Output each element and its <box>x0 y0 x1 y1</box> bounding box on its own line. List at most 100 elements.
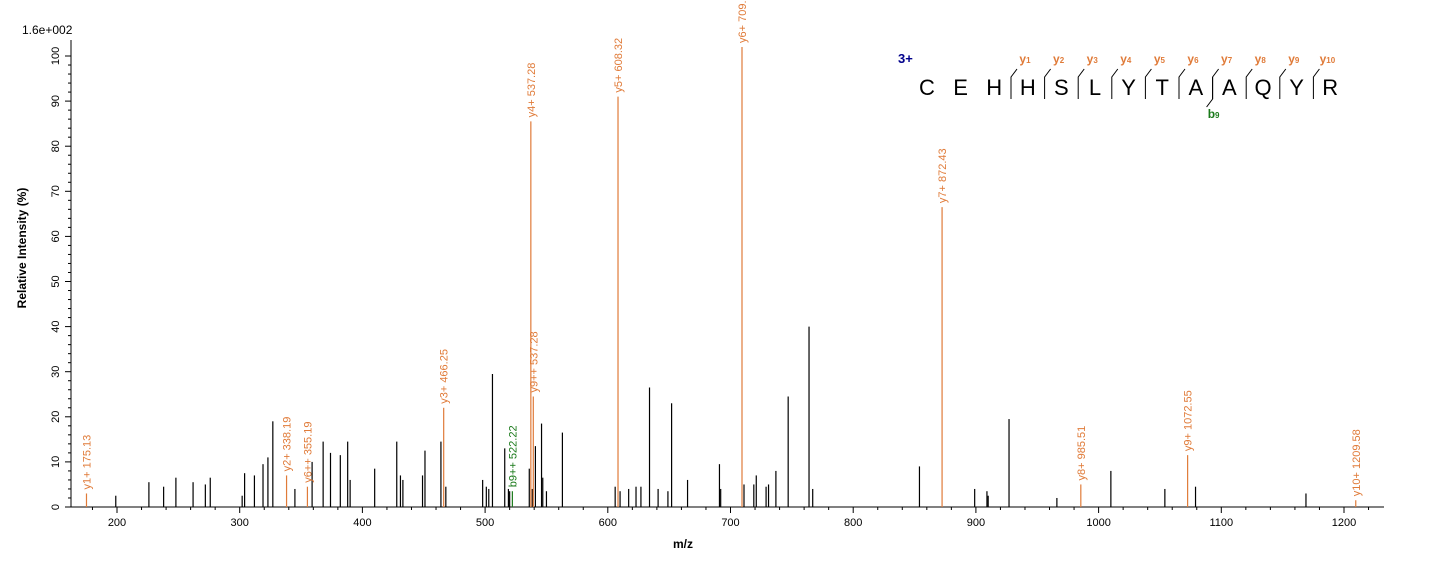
peak-label: y2+ 338.19 <box>282 417 294 472</box>
residue: T <box>1155 75 1168 100</box>
residue: R <box>1322 75 1338 100</box>
y-tick-label: 100 <box>50 47 62 65</box>
charge-state-label: 3+ <box>898 51 913 66</box>
residue: H <box>986 75 1002 100</box>
x-tick-label: 1100 <box>1209 517 1233 529</box>
y-fragment-letter: y <box>1221 52 1228 66</box>
y-axis-label: Relative Intensity (%) <box>15 188 29 309</box>
y-tick-label: 0 <box>50 504 62 510</box>
max-intensity-label: 1.6e+002 <box>22 23 73 37</box>
y-fragment-letter: y <box>1053 52 1060 66</box>
y-tick-label: 50 <box>50 275 62 287</box>
peak-label: y6+ 709.37 <box>737 0 749 43</box>
y-fragment-mark <box>1111 68 1119 99</box>
y-fragment-index: 8 <box>1261 56 1266 65</box>
y-fragment-letter: y <box>1019 52 1026 66</box>
y-fragment-index: 10 <box>1326 56 1335 65</box>
y-tick-label: 90 <box>50 95 62 107</box>
residue: S <box>1054 75 1069 100</box>
peak-label: y9+ 1072.55 <box>1183 390 1195 451</box>
b-fragment-letter: b <box>1208 107 1215 121</box>
peaks <box>85 46 1357 507</box>
residue: A <box>1188 75 1203 100</box>
y-fragment-mark <box>1212 68 1219 99</box>
y-fragment-letter: y <box>1288 52 1295 66</box>
y-fragment-index: 5 <box>1161 56 1166 65</box>
x-tick-label: 300 <box>231 517 249 529</box>
residue: Q <box>1254 75 1271 100</box>
y-fragment-mark <box>1010 68 1018 99</box>
peak-label: y10+ 1209.58 <box>1351 429 1363 496</box>
y-fragment-mark <box>1245 68 1253 99</box>
y-fragment-letter: y <box>1255 52 1262 66</box>
residue: Y <box>1121 75 1136 100</box>
y-fragment-mark <box>1279 68 1287 99</box>
x-tick-label: 1000 <box>1086 517 1110 529</box>
peak-label: y9++ 537.28 <box>528 331 540 392</box>
y-fragment-mark <box>1144 68 1152 99</box>
y-tick-label: 60 <box>50 230 62 242</box>
y-fragment-label: y3 <box>1087 52 1099 66</box>
b-fragment-index: 9 <box>1215 111 1220 120</box>
y-fragment-label: y4 <box>1120 52 1132 66</box>
peak-label: y3+ 466.25 <box>439 349 451 404</box>
y-fragment-label: y5 <box>1154 52 1166 66</box>
peak-label: y1+ 175.13 <box>81 435 93 490</box>
y-fragment-index: 6 <box>1194 56 1199 65</box>
y-tick-label: 20 <box>50 411 62 423</box>
y-fragment-index: 1 <box>1026 56 1031 65</box>
peak-label: y7+ 872.43 <box>937 148 949 203</box>
peak-labels: y1+ 175.13 y2+ 338.19 y6++ 355.19 y3+ 466.2… <box>81 0 1362 496</box>
y-fragment-index: 2 <box>1060 56 1065 65</box>
y-fragment-mark <box>1178 68 1186 99</box>
y-fragment-letter: y <box>1087 52 1094 66</box>
residue: H <box>1020 75 1036 100</box>
y-fragment-letter: y <box>1187 52 1194 66</box>
y-fragment-mark <box>1044 68 1051 99</box>
y-fragment-mark <box>1077 68 1085 99</box>
residue: A <box>1222 75 1237 100</box>
y-fragment-label: y7 <box>1221 52 1233 66</box>
y-fragment-label: y1 <box>1019 52 1031 66</box>
x-tick-label: 600 <box>599 517 617 529</box>
peak-label: y5+ 608.32 <box>613 38 625 93</box>
residue: L <box>1089 75 1101 100</box>
y-fragment-label: y9 <box>1288 52 1300 66</box>
y-fragment-mark <box>1312 68 1320 99</box>
peak-label: b9++ 522.22 <box>507 425 519 487</box>
y-tick-label: 70 <box>50 185 62 197</box>
x-tick-label: 800 <box>844 517 862 529</box>
y-fragment-index: 7 <box>1228 56 1233 65</box>
y-tick-label: 10 <box>50 456 62 468</box>
y-tick-label: 40 <box>50 320 62 332</box>
y-fragment-label: y8 <box>1255 52 1267 66</box>
x-tick-label: 200 <box>108 517 126 529</box>
y-fragment-index: 3 <box>1093 56 1098 65</box>
y-fragment-index: 9 <box>1295 56 1300 65</box>
y-fragment-index: 4 <box>1127 56 1132 65</box>
residue: Y <box>1289 75 1304 100</box>
y-fragment-label: y10 <box>1320 52 1336 66</box>
x-tick-label: 900 <box>967 517 985 529</box>
x-tick-label: 500 <box>476 517 494 529</box>
x-tick-label: 1200 <box>1332 517 1356 529</box>
y-fragment-letter: y <box>1320 52 1327 66</box>
y-fragment-letter: y <box>1154 52 1161 66</box>
peak-label: y4+ 537.28 <box>526 63 538 118</box>
x-axis-label: m/z <box>673 537 693 551</box>
x-tick-label: 700 <box>721 517 739 529</box>
x-tick-label: 400 <box>353 517 371 529</box>
peak-label: y8+ 985.51 <box>1076 426 1088 481</box>
y-fragment-letter: y <box>1120 52 1127 66</box>
axes: 0 10 20 30 40 50 60 70 80 90 100 200 300 400 500 600 700… <box>50 40 1384 529</box>
residue: E <box>953 75 968 100</box>
y-tick-label: 80 <box>50 140 62 152</box>
y-fragment-label: y6 <box>1187 52 1199 66</box>
b-fragment-mark <box>1206 77 1214 108</box>
y-tick-label: 30 <box>50 366 62 378</box>
b-fragment-label: b9 <box>1208 107 1220 121</box>
peak-label: y6++ 355.19 <box>302 422 314 483</box>
